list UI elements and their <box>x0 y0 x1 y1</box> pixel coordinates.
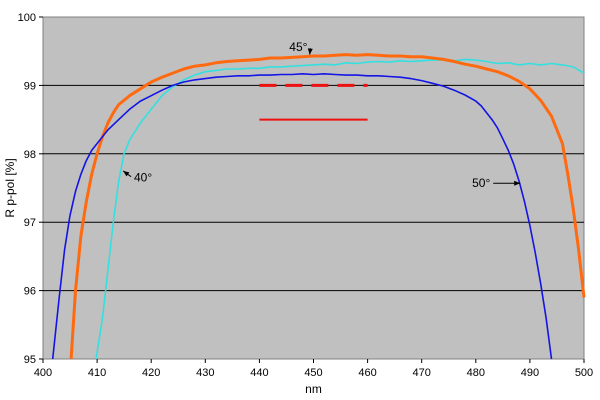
x-tick-label: 460 <box>358 367 376 379</box>
annotation-arrowhead <box>514 180 521 186</box>
x-tick-label: 500 <box>575 367 593 379</box>
annotation-arrowhead <box>123 170 130 177</box>
x-tick-label: 430 <box>196 367 214 379</box>
y-tick-label: 99 <box>24 80 36 92</box>
reference-lines <box>259 83 368 121</box>
x-tick-label: 410 <box>88 367 106 379</box>
y-tick-label: 100 <box>18 12 36 24</box>
y-axis-label: R p-pol [%] <box>3 158 17 217</box>
annotation-arrowhead <box>307 48 313 55</box>
x-tick-label: 420 <box>142 367 160 379</box>
x-tick-label: 400 <box>34 367 52 379</box>
annotations: 45° 40° 50° <box>122 40 521 190</box>
series-line-50 <box>51 73 553 360</box>
series-group <box>51 53 586 360</box>
x-axis-label: nm <box>305 382 322 396</box>
x-axis-ticks: 400 410 420 430 440 450 460 470 480 490 500 <box>34 359 593 379</box>
y-axis-ticks: 95 96 97 98 99 100 <box>18 12 43 366</box>
x-tick-label: 450 <box>304 367 322 379</box>
annotation-label: 40° <box>134 171 152 185</box>
annotation-label: 45° <box>289 40 307 54</box>
y-tick-label: 98 <box>24 149 36 161</box>
annotation-label: 50° <box>472 176 490 190</box>
y-tick-label: 96 <box>24 286 36 298</box>
series-line-40 <box>95 58 585 360</box>
y-tick-label: 97 <box>24 217 36 229</box>
x-tick-label: 470 <box>413 367 431 379</box>
x-tick-label: 490 <box>521 367 539 379</box>
x-tick-label: 440 <box>250 367 268 379</box>
plot-area <box>42 16 585 360</box>
y-tick-label: 95 <box>24 354 36 366</box>
x-tick-label: 480 <box>467 367 485 379</box>
series-line-45 <box>69 53 586 360</box>
